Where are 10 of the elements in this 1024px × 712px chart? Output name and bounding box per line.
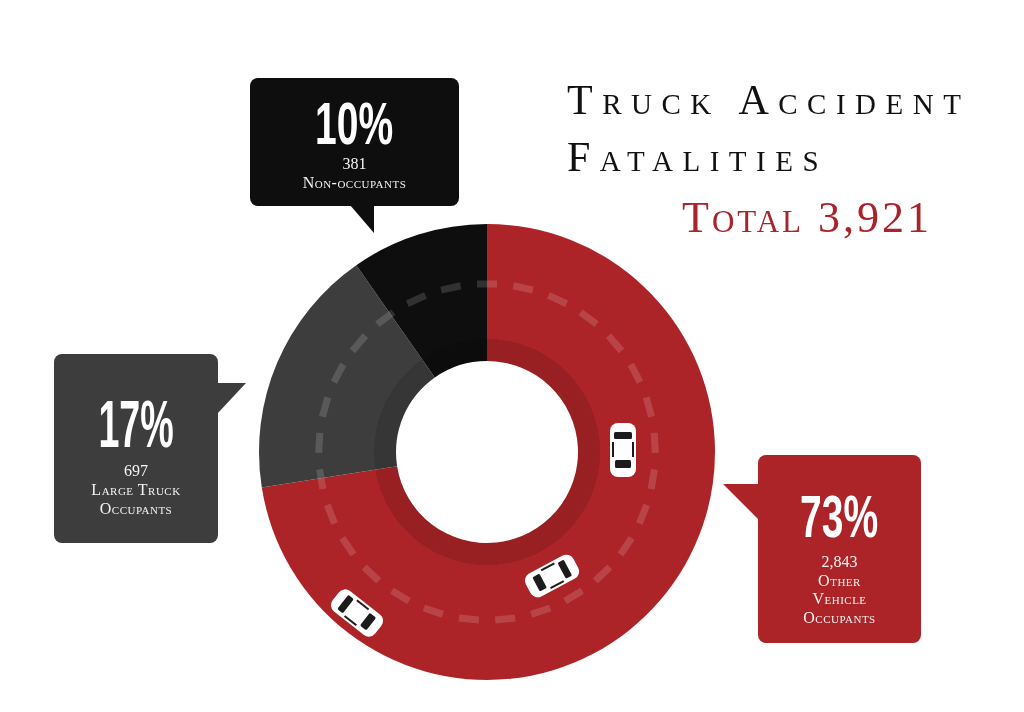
text: Total 3,921: [682, 193, 933, 242]
donut-slice: [356, 224, 487, 378]
slice-label: Non-occupants: [302, 174, 407, 191]
chart-title: Truck Accident Fatalities: [567, 77, 971, 180]
data-label: 73% 2,843: [800, 483, 879, 570]
slice-label: Large Truck Occupants: [91, 481, 181, 517]
data-label: 17% 697: [98, 387, 174, 479]
donut-slice: [259, 265, 435, 488]
slice-label: Other Vehicle Occupants: [803, 571, 876, 626]
data-label: 10% 381: [315, 90, 394, 172]
